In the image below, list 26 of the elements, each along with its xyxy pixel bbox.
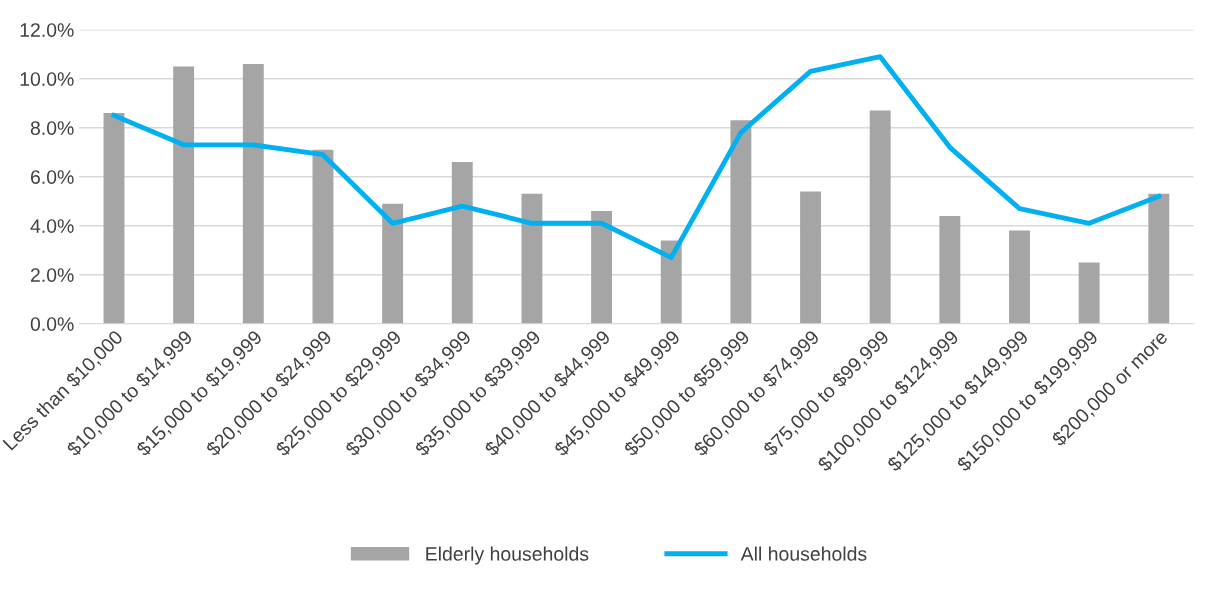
y-tick-label: 10.0% (20, 72, 74, 86)
bar (1009, 230, 1030, 324)
bar (451, 162, 473, 324)
bar (521, 193, 543, 324)
bar (730, 120, 752, 324)
y-tick-label: 12.0% (20, 23, 74, 37)
y-tick-label: 4.0% (30, 219, 74, 233)
line-series (111, 54, 1162, 260)
bar (103, 113, 125, 324)
bar (939, 215, 961, 324)
bar (382, 203, 404, 324)
legend-label: All households (740, 546, 867, 561)
y-tick-label: 0.0% (30, 317, 74, 331)
bar (591, 211, 613, 324)
bar (173, 66, 195, 324)
bar (312, 149, 334, 324)
bar (242, 64, 264, 324)
y-tick-label: 6.0% (30, 170, 74, 184)
y-tick-label: 2.0% (30, 268, 74, 282)
bar (1078, 262, 1100, 324)
bar (660, 240, 682, 324)
y-tick-label: 8.0% (30, 121, 74, 135)
legend-label: Elderly households (426, 546, 589, 565)
bar (869, 110, 891, 324)
bar (800, 191, 821, 324)
bar (1148, 193, 1170, 324)
